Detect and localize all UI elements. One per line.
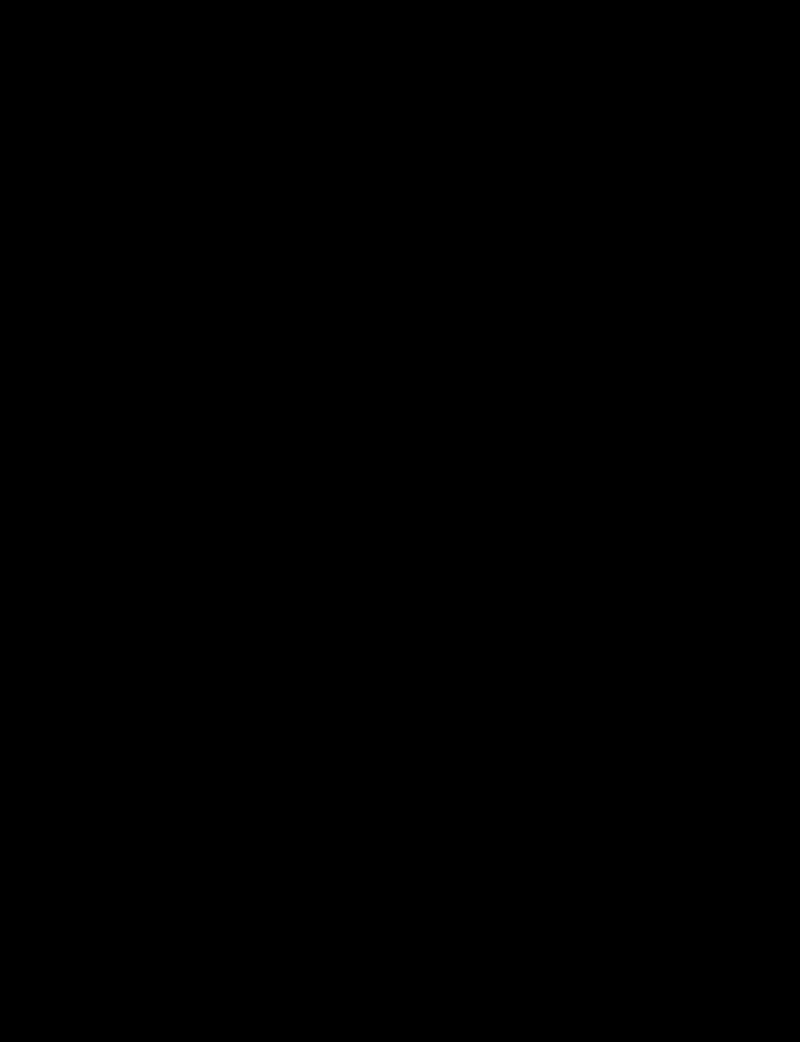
Bar <box>360 275 372 435</box>
Bar <box>338 22 352 275</box>
Text: 易崩地层: 易崩地层 <box>540 363 587 382</box>
Bar <box>338 275 352 435</box>
Bar <box>428 555 440 940</box>
Bar <box>412 130 422 275</box>
Bar <box>318 22 353 130</box>
Bar <box>448 275 462 435</box>
Text: 30: 30 <box>455 539 480 557</box>
Text: 油层或水层: 油层或水层 <box>560 666 618 685</box>
Bar <box>428 130 440 275</box>
Bar <box>360 555 372 940</box>
Text: 地表: 地表 <box>25 102 52 122</box>
Bar <box>360 435 372 555</box>
Text: 21: 21 <box>215 163 240 181</box>
Text: 23: 23 <box>185 230 210 249</box>
Bar <box>378 130 388 275</box>
Bar <box>428 275 440 435</box>
Text: 21: 21 <box>200 582 225 601</box>
Text: 22: 22 <box>170 313 194 331</box>
Bar <box>378 275 388 435</box>
Bar <box>428 435 440 555</box>
Bar <box>412 435 422 555</box>
Text: 4: 4 <box>195 496 207 515</box>
Bar <box>447 22 480 205</box>
Bar <box>448 22 462 205</box>
Bar <box>360 130 372 275</box>
Bar <box>412 275 422 435</box>
Bar <box>378 435 388 555</box>
